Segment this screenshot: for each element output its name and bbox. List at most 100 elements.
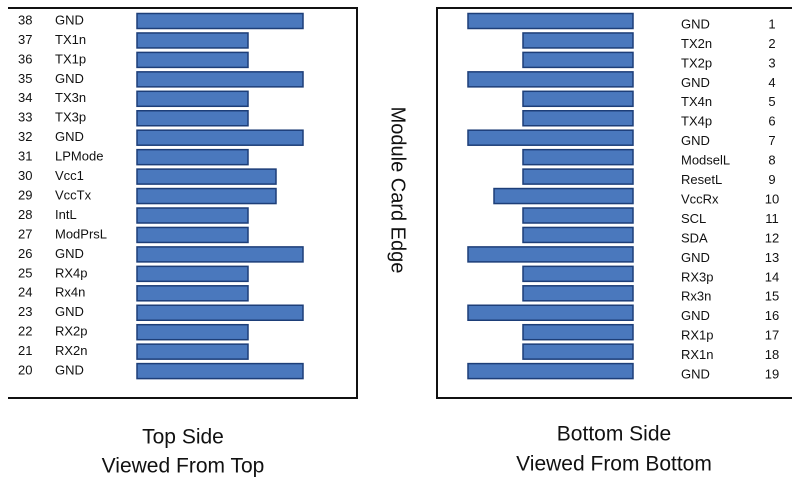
pin-number: 4: [768, 75, 775, 90]
pin-name: GND: [55, 71, 84, 86]
pin-name: TX4n: [681, 94, 712, 109]
pin-number: 28: [18, 207, 32, 222]
pin-number: 5: [768, 94, 775, 109]
pin-name: GND: [681, 308, 710, 323]
contact-pad: [136, 343, 249, 360]
pin-number: 14: [765, 269, 779, 284]
contact-pad: [136, 32, 249, 49]
contact-pad: [522, 110, 634, 127]
contact-pad: [493, 187, 634, 205]
pin-number: 18: [765, 347, 779, 362]
contact-pad: [136, 187, 277, 205]
contact-pad: [136, 304, 304, 321]
top-side-frame: [8, 7, 358, 399]
pin-number: 34: [18, 90, 32, 105]
pin-name: ModPrsL: [55, 226, 107, 241]
pin-number: 37: [18, 32, 32, 47]
contact-pad: [467, 304, 634, 321]
pin-number: 8: [768, 153, 775, 168]
contact-pad: [467, 129, 634, 146]
bottom-side-frame: [436, 7, 792, 399]
pin-name: TX2p: [681, 55, 712, 70]
pin-name: VccTx: [55, 187, 92, 202]
pin-number: 17: [765, 328, 779, 343]
pin-name: GND: [681, 75, 710, 90]
pin-number: 38: [18, 12, 32, 27]
pin-number: 12: [765, 230, 779, 245]
pin-name: RX3p: [681, 269, 714, 284]
pin-name: ModselL: [681, 153, 730, 168]
pin-number: 30: [18, 168, 32, 183]
contact-pad: [136, 226, 249, 244]
pin-name: TX2n: [681, 36, 712, 51]
pin-name: ResetL: [681, 172, 722, 187]
pin-number: 11: [765, 211, 779, 226]
pin-name: TX3p: [55, 110, 86, 125]
caption: Viewed From Bottom: [516, 453, 712, 476]
pin-name: TX1p: [55, 51, 86, 66]
caption: Bottom Side: [557, 423, 671, 446]
contact-pad: [136, 362, 304, 380]
pin-name: Rx4n: [55, 285, 85, 300]
contact-pad: [136, 129, 304, 146]
pin-number: 27: [18, 226, 32, 241]
contact-pad: [136, 285, 249, 302]
pin-name: GND: [55, 363, 84, 378]
pin-number: 19: [765, 367, 779, 382]
pin-number: 7: [768, 133, 775, 148]
pin-name: GND: [55, 12, 84, 27]
pin-name: SDA: [681, 230, 708, 245]
pin-name: GND: [681, 250, 710, 265]
contact-pad: [467, 246, 634, 263]
pin-name: TX1n: [55, 32, 86, 47]
pin-number: 13: [765, 250, 779, 265]
caption: Top Side: [142, 426, 224, 449]
contact-pad: [522, 226, 634, 244]
contact-pad: [136, 51, 249, 69]
pin-number: 1: [768, 16, 775, 31]
pin-number: 2: [768, 36, 775, 51]
contact-pad: [522, 323, 634, 341]
pin-number: 29: [18, 187, 32, 202]
pin-name: LPMode: [55, 149, 103, 164]
pin-number: 31: [18, 149, 32, 164]
contact-pad: [136, 110, 249, 127]
pin-name: GND: [681, 367, 710, 382]
pin-name: RX2n: [55, 343, 88, 358]
contact-pad: [136, 90, 249, 108]
pin-number: 3: [768, 55, 775, 70]
contact-pad: [467, 12, 634, 30]
pin-number: 6: [768, 114, 775, 129]
caption: Viewed From Top: [102, 455, 265, 478]
contact-pad: [522, 285, 634, 302]
contact-pad: [136, 246, 304, 263]
pin-name: GND: [55, 129, 84, 144]
contact-pad: [467, 71, 634, 88]
pin-name: Vcc1: [55, 168, 84, 183]
pin-number: 22: [18, 324, 32, 339]
pin-name: GND: [55, 304, 84, 319]
contact-pad: [136, 207, 249, 224]
pin-name: GND: [55, 246, 84, 261]
pin-name: SCL: [681, 211, 706, 226]
contact-pad: [136, 12, 304, 30]
pin-name: GND: [681, 16, 710, 31]
pin-number: 20: [18, 363, 32, 378]
pin-name: Rx3n: [681, 289, 711, 304]
contact-pad: [522, 265, 634, 283]
contact-pad: [522, 32, 634, 49]
pin-number: 35: [18, 71, 32, 86]
pin-number: 15: [765, 289, 779, 304]
pin-name: GND: [681, 133, 710, 148]
card-edge-label: Module Card Edge: [387, 107, 409, 274]
pin-number: 33: [18, 110, 32, 125]
pin-number: 26: [18, 246, 32, 261]
contact-pad: [136, 265, 249, 283]
contact-pad: [522, 207, 634, 224]
contact-pad: [467, 362, 634, 380]
pin-name: RX2p: [55, 324, 88, 339]
contact-pad: [136, 168, 277, 185]
pin-number: 10: [765, 191, 779, 206]
pin-name: IntL: [55, 207, 77, 222]
